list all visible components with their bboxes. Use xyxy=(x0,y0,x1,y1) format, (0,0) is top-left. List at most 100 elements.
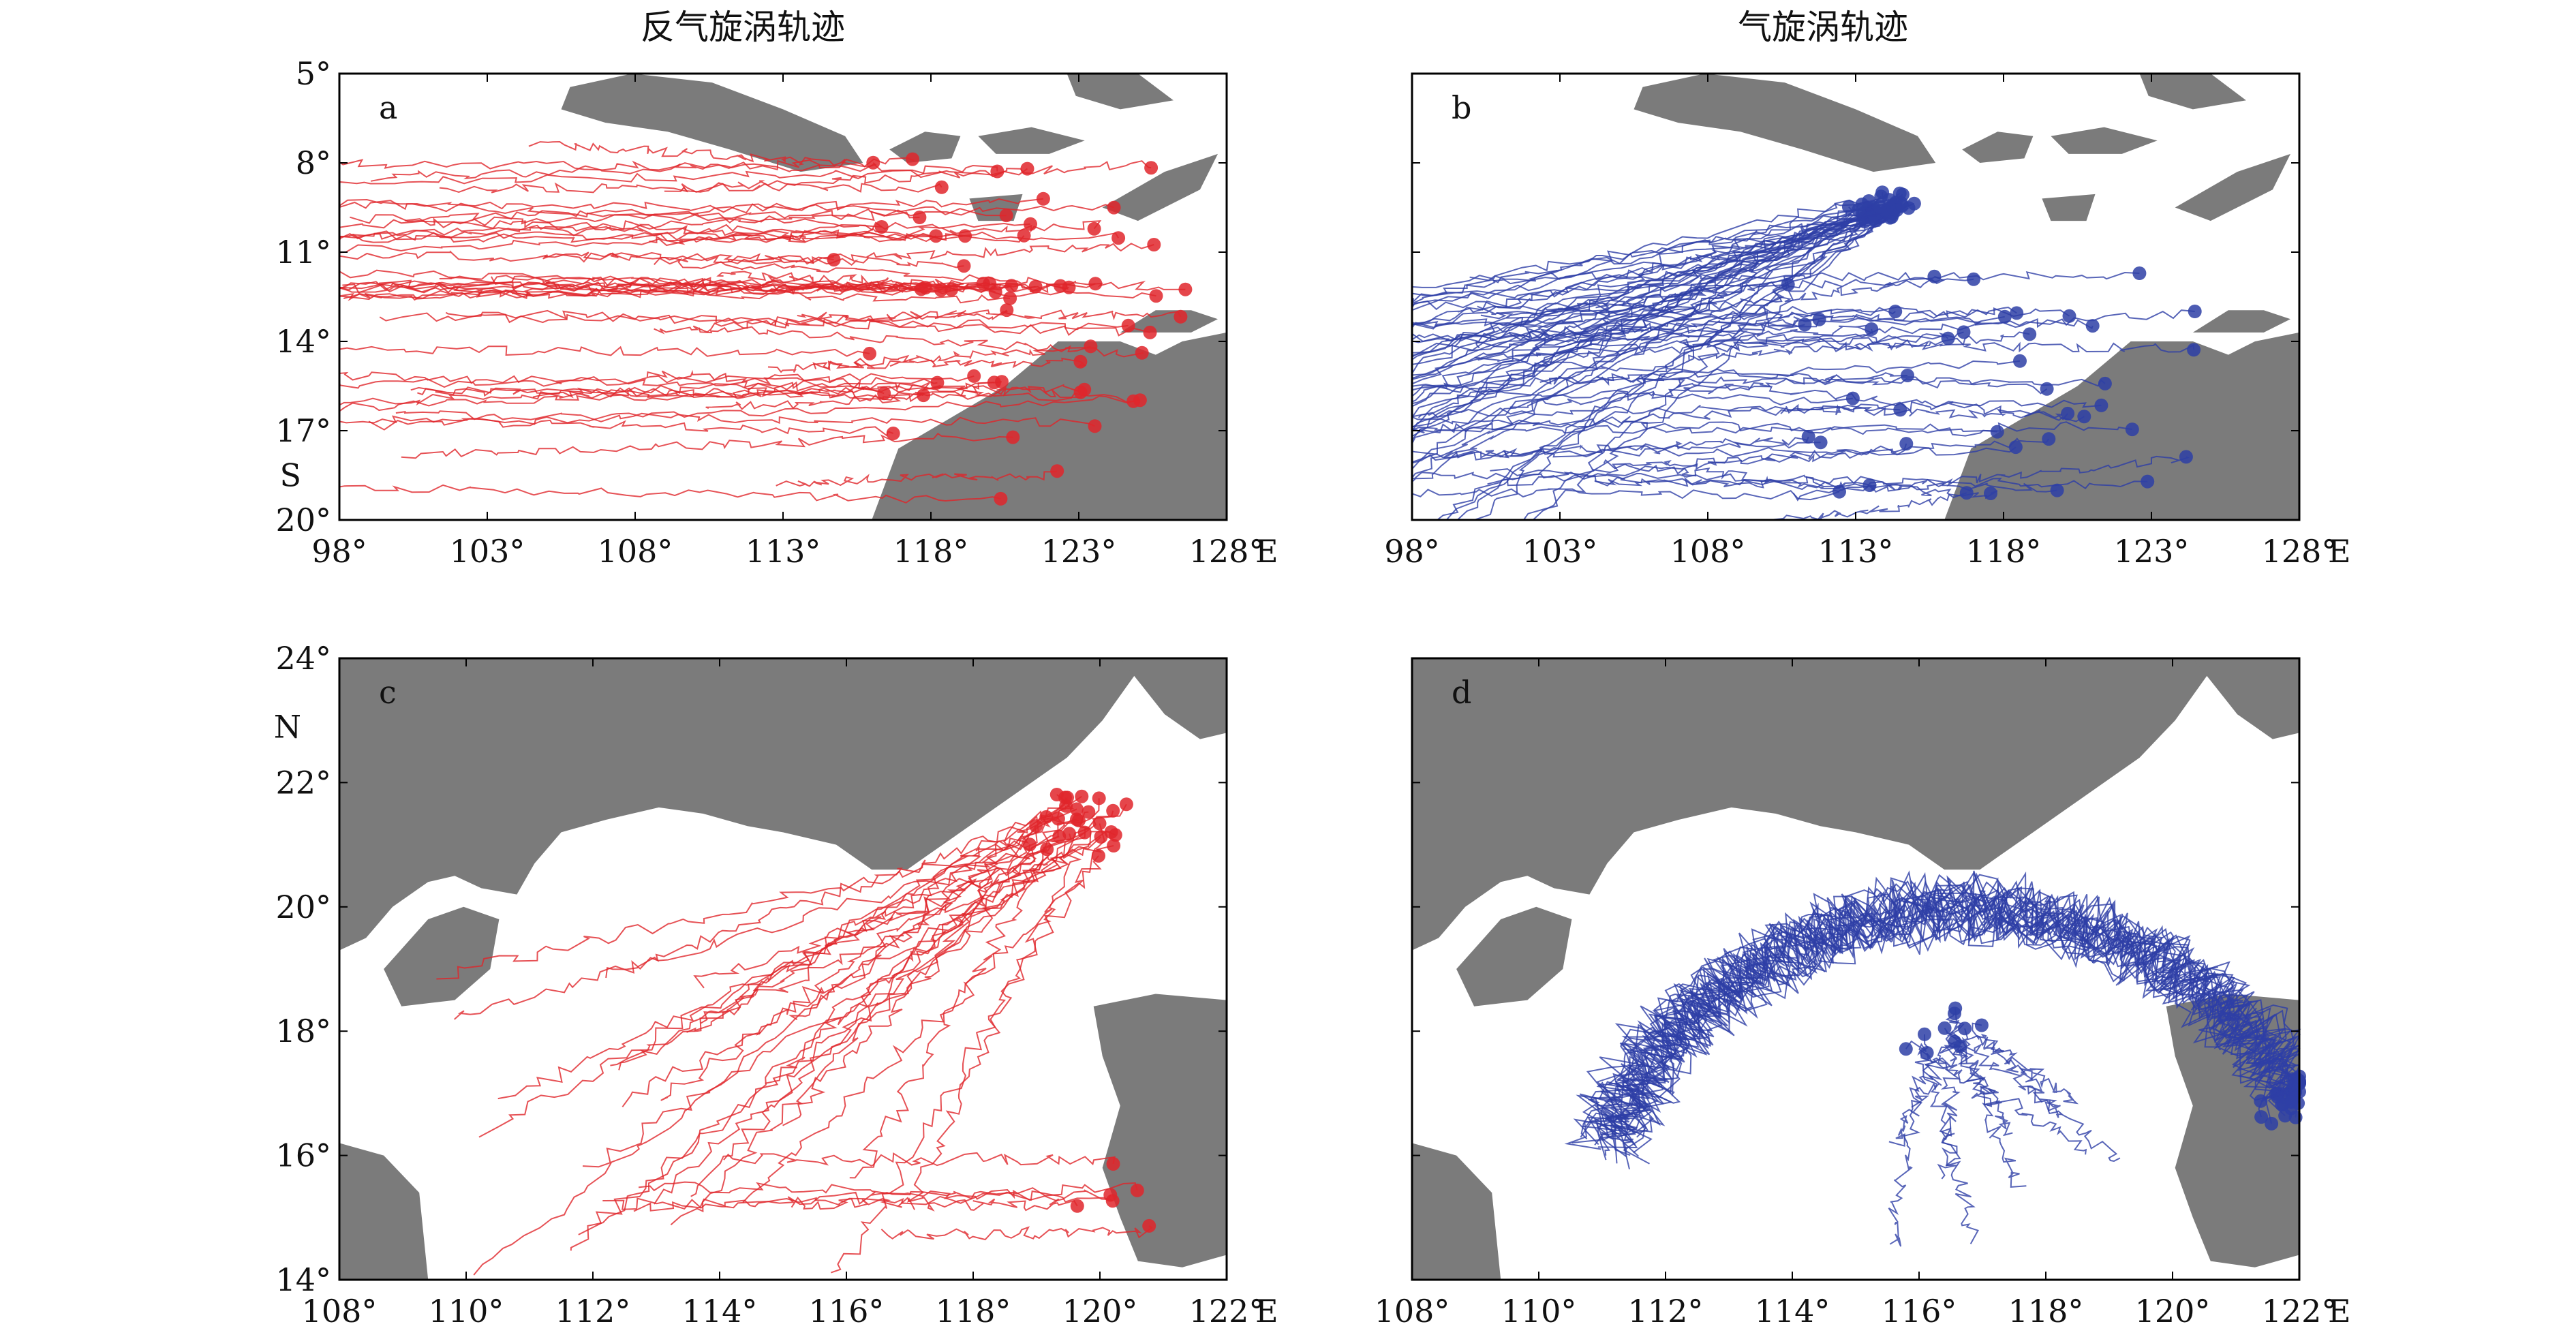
eddy-track xyxy=(1509,372,1908,408)
x-tick-label: 118° xyxy=(1966,533,2042,570)
x-tick-label: 110° xyxy=(1501,1293,1577,1330)
x-axis-suffix: E xyxy=(1255,1293,1278,1330)
eddy-start-marker xyxy=(1948,1034,1962,1049)
eddy-start-marker xyxy=(886,427,900,440)
eddy-track xyxy=(339,281,1069,293)
eddy-start-marker xyxy=(913,211,927,224)
eddy-start-marker xyxy=(1054,279,1068,293)
eddy-track xyxy=(1780,403,2068,420)
land-polygon xyxy=(1120,310,1218,333)
eddy-track xyxy=(395,410,1095,427)
x-axis-suffix: E xyxy=(2328,533,2351,570)
x-tick-label: 113° xyxy=(1818,533,1894,570)
y-tick-label: 14° xyxy=(275,323,331,360)
eddy-start-marker xyxy=(1094,830,1108,844)
land-polygon xyxy=(1067,74,1174,110)
eddy-start-marker xyxy=(1798,318,1812,332)
eddy-start-marker xyxy=(1130,1183,1144,1197)
land-polygon xyxy=(2042,194,2096,221)
land-polygon xyxy=(2051,127,2158,154)
eddy-track xyxy=(1411,470,1871,491)
x-axis-suffix: E xyxy=(1255,533,1278,570)
eddy-start-marker xyxy=(1088,419,1102,433)
eddy-start-marker xyxy=(1899,1042,1913,1056)
eddy-track xyxy=(605,816,1047,979)
eddy-start-marker xyxy=(2013,354,2027,368)
x-tick-label: 108° xyxy=(598,533,673,570)
eddy-start-marker xyxy=(1036,191,1050,206)
eddy-start-marker xyxy=(1092,848,1105,863)
land-polygon xyxy=(1412,1143,1501,1280)
eddy-start-marker xyxy=(1149,289,1163,303)
eddy-start-marker xyxy=(1781,277,1795,292)
eddy-track xyxy=(342,283,1011,304)
eddy-track xyxy=(1591,443,1907,474)
eddy-track xyxy=(1411,217,1874,343)
eddy-start-marker xyxy=(1967,272,1981,286)
eddy-start-marker xyxy=(1890,203,1904,217)
eddy-start-marker xyxy=(2141,474,2155,489)
eddy-start-marker xyxy=(1070,1199,1084,1213)
eddy-start-marker xyxy=(1957,325,1971,339)
land-polygon xyxy=(1944,332,2299,520)
eddy-start-marker xyxy=(1106,1157,1120,1171)
eddy-start-marker xyxy=(929,229,943,243)
x-tick-label: 118° xyxy=(936,1293,1011,1330)
y-tick-label: 20° xyxy=(275,889,331,925)
eddy-track xyxy=(880,1225,1153,1241)
eddy-track xyxy=(1508,307,2017,339)
eddy-start-marker xyxy=(1104,825,1118,839)
eddy-start-marker xyxy=(2125,422,2139,437)
eddy-start-marker xyxy=(1070,802,1084,816)
eddy-start-marker xyxy=(2098,376,2112,390)
eddy-track xyxy=(1475,324,1873,349)
eddy-track xyxy=(1539,375,2106,387)
x-tick-label: 114° xyxy=(682,1293,758,1330)
eddy-start-marker xyxy=(1107,200,1121,215)
eddy-track xyxy=(1490,468,2148,490)
eddy-track xyxy=(339,159,998,174)
x-tick-label: 112° xyxy=(1628,1293,1704,1330)
x-tick-label: 108° xyxy=(1375,1293,1450,1330)
eddy-track xyxy=(339,482,1001,504)
eddy-start-marker xyxy=(1813,435,1828,450)
eddy-track xyxy=(633,1182,1138,1212)
eddy-track xyxy=(1948,1008,2027,1188)
eddy-start-marker xyxy=(1920,1046,1934,1060)
eddy-track xyxy=(1972,1022,2062,1118)
eddy-start-marker xyxy=(1023,837,1037,852)
eddy-track xyxy=(1411,399,2102,418)
land-polygon xyxy=(2192,310,2290,333)
eddy-start-marker xyxy=(2040,382,2054,396)
eddy-start-marker xyxy=(877,386,891,401)
eddy-start-marker xyxy=(2284,1095,2299,1109)
eddy-track xyxy=(351,221,1031,239)
eddy-start-marker xyxy=(1907,196,1921,211)
eddy-start-marker xyxy=(1984,487,1997,500)
eddy-track xyxy=(1917,1034,1979,1244)
eddy-start-marker xyxy=(1029,819,1043,833)
eddy-start-marker xyxy=(1005,279,1019,293)
eddy-track xyxy=(340,284,926,301)
y-axis-label: N xyxy=(274,708,301,745)
x-tick-label: 110° xyxy=(429,1293,504,1330)
eddy-track xyxy=(1514,331,1964,358)
eddy-start-marker xyxy=(1017,228,1031,243)
eddy-start-marker xyxy=(1051,812,1065,826)
land-polygon xyxy=(384,906,500,1006)
x-tick-label: 103° xyxy=(450,533,525,570)
eddy-track xyxy=(1623,899,2293,1165)
land-polygon xyxy=(561,74,863,172)
title-anticyclone: 反气旋涡轨迹 xyxy=(641,7,845,47)
eddy-track xyxy=(368,395,1134,431)
eddy-track xyxy=(1905,1040,2087,1155)
eddy-start-marker xyxy=(2094,398,2109,412)
eddy-track xyxy=(439,275,1061,292)
eddy-track xyxy=(638,1181,1111,1202)
eddy-start-marker xyxy=(934,283,948,297)
eddy-start-marker xyxy=(2010,306,2024,320)
eddy-start-marker xyxy=(2288,1110,2303,1124)
eddy-start-marker xyxy=(976,277,990,291)
land-polygon xyxy=(339,1143,429,1280)
eddy-track xyxy=(417,386,1141,403)
